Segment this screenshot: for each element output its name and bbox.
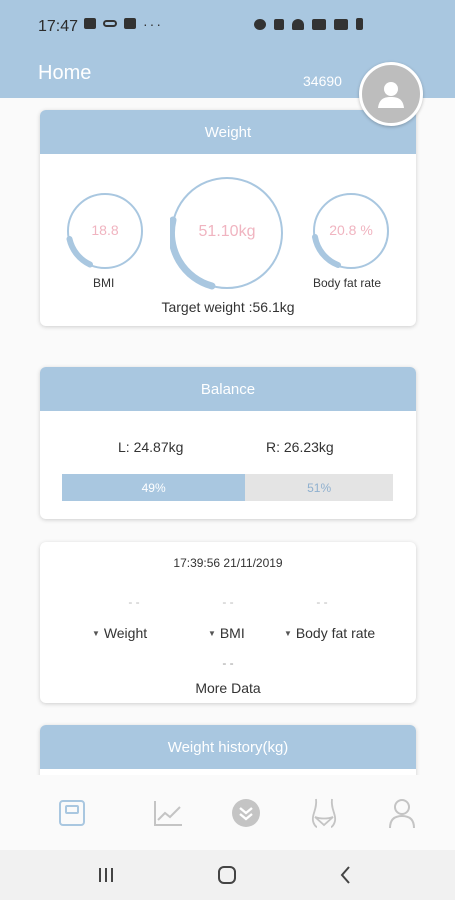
home-button[interactable] [212, 862, 242, 888]
profile-icon [389, 799, 415, 829]
weight-metric-dropdown[interactable]: ▼ Weight [92, 625, 147, 641]
measurement-card[interactable]: 17:39:56 21/11/2019 - - - - - - ▼ Weight… [40, 542, 416, 703]
person-icon [378, 82, 404, 108]
fat-data-value: - - [316, 595, 328, 609]
mute-icon [274, 18, 284, 30]
bmi-value: 18.8 [91, 222, 119, 238]
bmi-metric-label: BMI [219, 625, 245, 641]
bottom-tab-bar [0, 775, 455, 850]
more-data-value: - - [222, 656, 234, 670]
fat-metric-dropdown[interactable]: ▼ Body fat rate [284, 625, 375, 641]
target-weight: Target weight :56.1kg [161, 299, 295, 315]
body-fat-value: 20.8 % [329, 222, 373, 238]
recent-apps-icon [99, 868, 113, 882]
balance-left-fill: 49% [62, 474, 246, 501]
back-button[interactable] [331, 862, 361, 888]
more-notifications-icon: ··· [143, 15, 163, 32]
fat-metric-label: Body fat rate [295, 625, 376, 641]
balance-card-header: Balance [40, 367, 416, 411]
link-icon [103, 20, 117, 27]
body-fat-gauge: 20.8 % [312, 192, 390, 270]
battery-icon [356, 18, 363, 30]
right-weight: R: 26.23kg [266, 439, 334, 455]
page-title: Home [38, 62, 92, 84]
system-icons [254, 18, 363, 30]
chevron-down-circle-icon [232, 799, 260, 827]
weight-history-card[interactable]: Weight history(kg) [40, 725, 416, 775]
tab-body[interactable] [304, 793, 344, 833]
wifi-icon [292, 18, 304, 30]
weight-data-value: - - [128, 595, 140, 609]
tab-center[interactable] [226, 793, 266, 833]
body-fat-label: Body fat rate [313, 276, 382, 290]
left-weight: L: 24.87kg [118, 439, 184, 455]
signal-2-icon [334, 18, 348, 30]
caret-down-icon: ▼ [284, 629, 292, 638]
back-icon [340, 866, 350, 884]
weight-card[interactable]: Weight 18.8 BMI 51.10kg 20.8 % Body fat … [40, 110, 416, 326]
status-time: 17:47 [38, 18, 79, 35]
status-bar: 17:47 ··· [0, 0, 455, 56]
system-nav-bar [0, 850, 455, 900]
bmi-label: BMI [93, 276, 115, 290]
weight-value: 51.10kg [198, 223, 256, 240]
bmi-metric-dropdown[interactable]: ▼ BMI [208, 625, 245, 641]
balance-bar: 49% 51% [62, 474, 393, 501]
bmi-gauge: 18.8 [66, 192, 144, 270]
notification-icons: ··· [84, 15, 163, 32]
weight-gauge: 51.10kg [167, 176, 284, 290]
balance-card[interactable]: Balance L: 24.87kg R: 26.23kg 49% 51% [40, 367, 416, 519]
recent-apps-button[interactable] [91, 862, 121, 888]
tab-home[interactable] [52, 793, 92, 833]
gallery-icon [84, 18, 96, 29]
avatar[interactable] [359, 62, 423, 126]
alarm-icon [254, 18, 266, 30]
message-icon [124, 18, 136, 29]
home-content: Weight 18.8 BMI 51.10kg 20.8 % Body fat … [0, 98, 455, 775]
bmi-data-value: - - [222, 595, 234, 609]
home-icon [218, 866, 236, 884]
caret-down-icon: ▼ [92, 629, 100, 638]
scale-icon [59, 800, 85, 826]
tab-trends[interactable] [148, 793, 188, 833]
user-id: 34690 [303, 73, 342, 89]
balance-right-rest: 51% [307, 480, 332, 495]
signal-1-icon [312, 18, 326, 30]
weight-history-header: Weight history(kg) [40, 725, 416, 769]
weight-metric-label: Weight [103, 625, 148, 641]
more-data-link[interactable]: More Data [195, 680, 261, 696]
measurement-timestamp: 17:39:56 21/11/2019 [173, 556, 283, 570]
tab-profile[interactable] [382, 793, 422, 833]
weight-card-header: Weight [40, 110, 416, 154]
caret-down-icon: ▼ [208, 629, 216, 638]
body-icon [311, 798, 337, 828]
chart-icon [154, 801, 182, 826]
